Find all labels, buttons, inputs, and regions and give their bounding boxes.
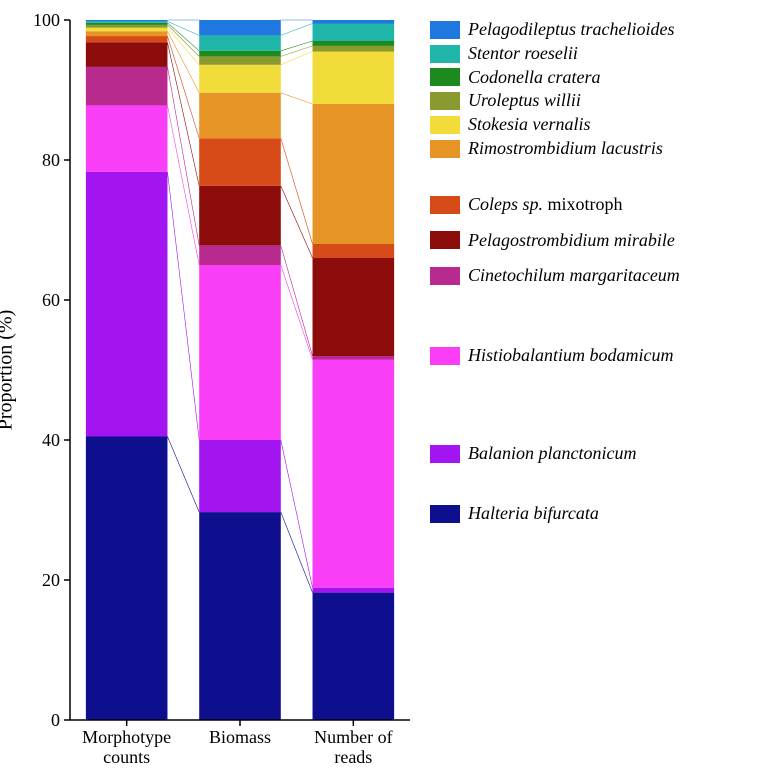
x-tick-label: Biomass xyxy=(209,728,271,748)
bar-segment xyxy=(199,245,281,265)
bar-segment xyxy=(86,105,168,171)
bar-segment xyxy=(313,360,395,588)
legend-label: Pelagodileptus trachelioides xyxy=(468,20,674,40)
bar-segment xyxy=(86,21,168,22)
connector-line xyxy=(281,138,313,244)
legend-swatch xyxy=(430,68,460,86)
bar-segment xyxy=(199,65,281,93)
connector-line xyxy=(281,46,313,57)
legend-item: Pelagostrombidium mirabile xyxy=(430,231,760,251)
legend-item: Rimostrombidium lacustris xyxy=(430,139,760,159)
legend-item: Codonella cratera xyxy=(430,68,760,88)
legend-item: Uroleptus willii xyxy=(430,91,760,111)
legend-label: Halteria bifurcata xyxy=(468,504,599,524)
connector-line xyxy=(281,186,313,258)
bar-segment xyxy=(313,52,395,105)
bar-segment xyxy=(86,23,168,25)
bar-segment xyxy=(313,588,395,593)
legend-label: Uroleptus willii xyxy=(468,91,581,111)
bar-segment xyxy=(313,20,395,24)
legend-swatch xyxy=(430,505,460,523)
connector-line xyxy=(281,245,313,356)
bar-segment xyxy=(199,440,281,512)
bar-segment xyxy=(86,20,168,21)
connector-line xyxy=(281,41,313,51)
legend-swatch xyxy=(430,21,460,39)
connector-line xyxy=(281,93,313,104)
legend-item: Stokesia vernalis xyxy=(430,115,760,135)
connector-line xyxy=(281,24,313,36)
legend-item: Halteria bifurcata xyxy=(430,504,760,524)
bar-segment xyxy=(199,51,281,57)
connector-line xyxy=(281,265,313,360)
y-tick-label: 60 xyxy=(42,290,60,311)
stacked-bar-chart: Proportion (%) 020406080100 Morphotypeco… xyxy=(0,0,776,773)
bar-segment xyxy=(86,28,168,32)
legend-swatch xyxy=(430,231,460,249)
legend-item: Pelagodileptus trachelioides xyxy=(430,20,760,40)
y-tick-label: 80 xyxy=(42,150,60,171)
legend-label: Pelagostrombidium mirabile xyxy=(468,231,675,251)
bar-segment xyxy=(199,512,281,720)
bar-segment xyxy=(199,265,281,440)
legend-label: Histiobalantium bodamicum xyxy=(468,346,674,366)
legend-item: Stentor roeselii xyxy=(430,44,760,64)
bar-segment xyxy=(86,172,168,437)
connector-line xyxy=(167,67,199,246)
y-tick-label: 20 xyxy=(42,570,60,591)
bar-segment xyxy=(313,41,395,46)
bar-segment xyxy=(86,67,168,106)
legend-swatch xyxy=(430,196,460,214)
bar-segment xyxy=(313,258,395,356)
x-tick-label: Number ofreads xyxy=(314,728,392,768)
x-tick-label: Morphotypecounts xyxy=(82,728,171,768)
legend-label: Stentor roeselii xyxy=(468,44,578,64)
connector-line xyxy=(281,440,313,588)
legend-swatch xyxy=(430,92,460,110)
bar-segment xyxy=(86,25,168,28)
bar-segment xyxy=(199,186,281,246)
legend-swatch xyxy=(430,267,460,285)
legend-item: Cinetochilum margaritaceum xyxy=(430,266,760,286)
connector-line xyxy=(167,437,199,513)
bar-segment xyxy=(313,593,395,720)
bar-segment xyxy=(199,35,281,50)
bar-segment xyxy=(199,93,281,139)
connector-line xyxy=(281,52,313,65)
connector-line xyxy=(167,42,199,186)
connector-line xyxy=(167,172,199,440)
legend: Pelagodileptus trachelioides Stentor roes… xyxy=(430,20,760,528)
legend-swatch xyxy=(430,347,460,365)
y-tick-label: 0 xyxy=(51,710,60,731)
legend-swatch xyxy=(430,45,460,63)
bar-segment xyxy=(199,20,281,35)
legend-label: Balanion planctonicum xyxy=(468,444,636,464)
bar-segment xyxy=(313,244,395,258)
y-tick-label: 100 xyxy=(33,10,60,31)
legend-label: Stokesia vernalis xyxy=(468,115,590,135)
y-tick-label: 40 xyxy=(42,430,60,451)
connector-line xyxy=(167,105,199,265)
legend-swatch xyxy=(430,140,460,158)
legend-swatch xyxy=(430,445,460,463)
legend-item: Coleps sp. mixotroph xyxy=(430,195,760,215)
bar-segment xyxy=(86,42,168,67)
bar-segment xyxy=(199,138,281,186)
connector-line xyxy=(281,512,313,593)
bar-segment xyxy=(313,46,395,52)
legend-label: Coleps sp. mixotroph xyxy=(468,195,623,215)
bar-segment xyxy=(199,56,281,64)
legend-label: Rimostrombidium lacustris xyxy=(468,139,663,159)
bar-segment xyxy=(86,36,168,42)
legend-item: Histiobalantium bodamicum xyxy=(430,346,760,366)
bar-segment xyxy=(86,31,168,36)
legend-label: Codonella cratera xyxy=(468,68,601,88)
legend-item: Balanion planctonicum xyxy=(430,444,760,464)
bar-segment xyxy=(313,24,395,42)
bar-segment xyxy=(86,437,168,721)
bar-segment xyxy=(313,356,395,360)
bar-segment xyxy=(313,104,395,244)
legend-label: Cinetochilum margaritaceum xyxy=(468,266,680,286)
legend-swatch xyxy=(430,116,460,134)
